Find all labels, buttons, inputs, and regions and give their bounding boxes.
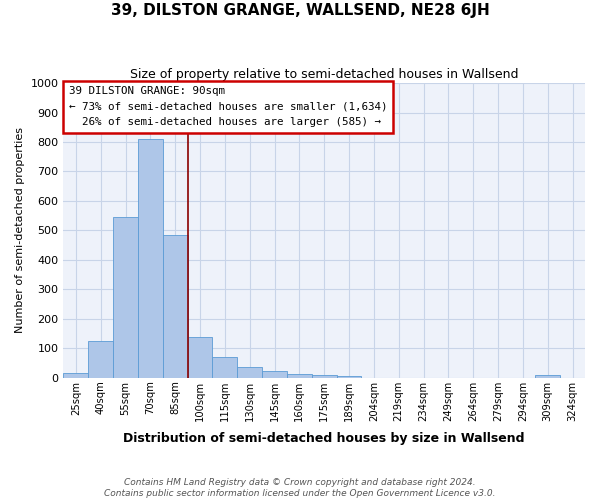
- Bar: [113, 217, 138, 378]
- Text: Contains HM Land Registry data © Crown copyright and database right 2024.
Contai: Contains HM Land Registry data © Crown c…: [104, 478, 496, 498]
- X-axis label: Distribution of semi-detached houses by size in Wallsend: Distribution of semi-detached houses by …: [124, 432, 525, 445]
- Bar: [64, 374, 88, 378]
- Bar: [237, 366, 262, 378]
- Bar: [287, 374, 312, 378]
- Bar: [262, 372, 287, 378]
- Bar: [212, 356, 237, 378]
- Bar: [312, 376, 337, 378]
- Bar: [535, 376, 560, 378]
- Text: 39 DILSTON GRANGE: 90sqm
← 73% of semi-detached houses are smaller (1,634)
  26%: 39 DILSTON GRANGE: 90sqm ← 73% of semi-d…: [68, 86, 387, 127]
- Text: 39, DILSTON GRANGE, WALLSEND, NE28 6JH: 39, DILSTON GRANGE, WALLSEND, NE28 6JH: [110, 2, 490, 18]
- Bar: [337, 376, 361, 378]
- Bar: [163, 235, 188, 378]
- Title: Size of property relative to semi-detached houses in Wallsend: Size of property relative to semi-detach…: [130, 68, 518, 80]
- Bar: [188, 337, 212, 378]
- Y-axis label: Number of semi-detached properties: Number of semi-detached properties: [15, 128, 25, 334]
- Bar: [138, 139, 163, 378]
- Bar: [88, 341, 113, 378]
